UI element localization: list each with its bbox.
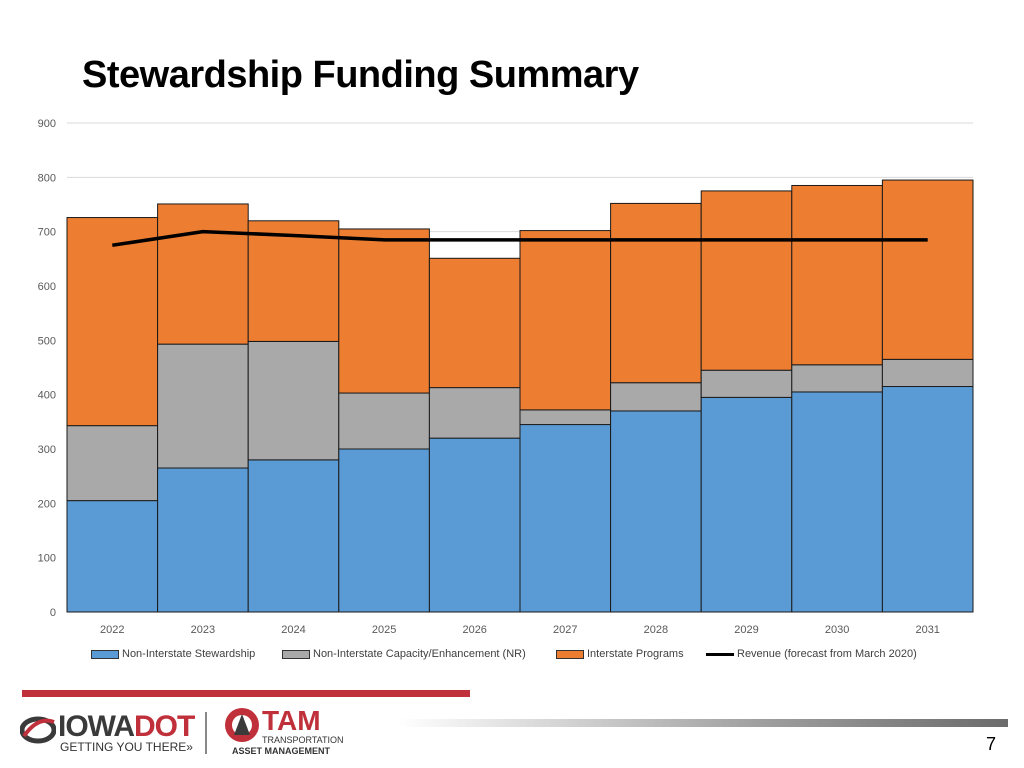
footer-accent-bar-red: [22, 690, 470, 697]
x-tick-label: 2028: [644, 624, 668, 636]
bar-segment: [519, 424, 612, 613]
bar-segment: [881, 179, 974, 360]
bar-segment: [338, 228, 430, 394]
x-tick-label: 2022: [100, 624, 124, 636]
tam-emblem-icon: [225, 708, 259, 742]
bar-segment: [700, 396, 793, 613]
bar-segment: [610, 410, 702, 613]
legend-label: Non-Interstate Stewardship: [122, 648, 256, 660]
x-tick-label: 2027: [553, 624, 577, 636]
iowa-swoosh-icon: [20, 716, 56, 744]
bar-segment: [791, 391, 883, 613]
legend-swatch: [91, 649, 119, 659]
logo-divider: [205, 712, 207, 754]
legend-line-swatch: [706, 652, 734, 656]
y-tick-label: 600: [38, 281, 56, 293]
bar-segment: [791, 364, 883, 393]
bar-segment: [700, 190, 793, 371]
legend-label: Revenue (forecast from March 2020): [737, 648, 917, 660]
tam-subtitle: TRANSPORTATION: [262, 735, 344, 745]
x-tick-label: 2031: [915, 624, 939, 636]
y-tick-label: 500: [38, 335, 56, 347]
bar-segment: [428, 257, 521, 389]
legend-item-revenue: Revenue (forecast from March 2020): [706, 648, 917, 660]
bar-segment: [428, 437, 521, 613]
page-number: 7: [986, 734, 997, 754]
y-tick-label: 900: [38, 118, 56, 130]
bar-segment: [428, 387, 521, 439]
bar-segment: [610, 382, 702, 412]
bar-segment: [66, 217, 159, 427]
legend-item-non-interstate-capacity: Non-Interstate Capacity/Enhancement (NR): [282, 648, 526, 660]
tam-wordmark: TAM: [262, 705, 321, 736]
bar-segment: [66, 500, 159, 613]
tam-logo: TAM TRANSPORTATION ASSET MANAGEMENT: [222, 705, 352, 760]
bar-segment: [519, 409, 612, 426]
bar-segment: [247, 459, 340, 613]
bar-segment: [157, 467, 249, 613]
bar-segment: [66, 425, 159, 502]
bar-segment: [247, 340, 340, 461]
y-tick-label: 800: [38, 172, 56, 184]
bar-segment: [247, 220, 340, 342]
x-tick-label: 2026: [462, 624, 486, 636]
bar-segment: [519, 230, 612, 411]
revenue-line: [112, 229, 928, 247]
bar-segment: [610, 202, 702, 384]
footer-accent-bar-grey: [398, 719, 1008, 727]
y-tick-label: 700: [38, 227, 56, 239]
bar-segment: [157, 203, 249, 345]
revenue-line-layer: [112, 229, 928, 247]
iowa-dot-wordmark: IOWADOT: [58, 710, 195, 743]
bar-segment: [791, 184, 883, 366]
iowa-dot-tagline: GETTING YOU THERE»: [60, 740, 193, 754]
y-tick-label: 0: [50, 607, 56, 619]
legend-swatch: [282, 649, 310, 659]
y-tick-label: 400: [38, 390, 56, 402]
x-tick-label: 2024: [281, 624, 305, 636]
legend-item-non-interstate-stewardship: Non-Interstate Stewardship: [91, 648, 255, 660]
y-tick-label: 200: [38, 498, 56, 510]
legend-label: Non-Interstate Capacity/Enhancement (NR): [313, 648, 526, 660]
y-tick-label: 100: [38, 553, 56, 565]
y-axis-tick-labels: 0 100 200 300 400 500 600 700 800 900: [38, 118, 56, 619]
bar-segment: [700, 369, 793, 398]
bar-segment: [881, 386, 974, 613]
x-tick-label: 2029: [734, 624, 758, 636]
legend-label: Interstate Programs: [587, 648, 684, 660]
x-axis-tick-labels: 2022 2023 2024 2025 2026 2027 2028 2029 2030 2031: [100, 624, 940, 636]
iowa-dot-logo: IOWADOT GETTING YOU THERE»: [20, 706, 195, 756]
bar-segment: [338, 448, 430, 613]
x-tick-label: 2025: [372, 624, 396, 636]
x-tick-label: 2023: [191, 624, 215, 636]
y-tick-label: 300: [38, 444, 56, 456]
legend-item-interstate-programs: Interstate Programs: [556, 648, 684, 660]
bar-segment: [157, 343, 249, 469]
chart-legend: Non-Interstate Stewardship Non-Interstat…: [0, 648, 1024, 668]
page-title: Stewardship Funding Summary: [82, 54, 639, 96]
bar-segment: [881, 358, 974, 388]
legend-swatch: [556, 649, 584, 659]
x-tick-label: 2030: [825, 624, 849, 636]
bar-segment: [338, 392, 430, 450]
tam-subtitle-asset: ASSET MANAGEMENT: [232, 746, 331, 756]
bars: [66, 179, 974, 613]
